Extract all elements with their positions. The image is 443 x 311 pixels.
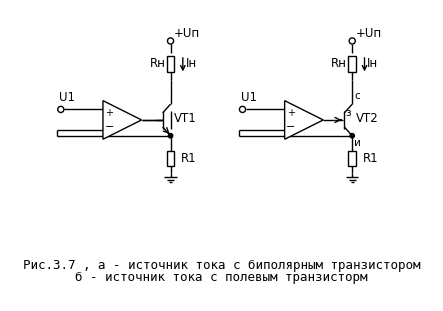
Text: +Uп: +Uп xyxy=(174,27,200,40)
Circle shape xyxy=(168,133,173,138)
Text: и: и xyxy=(354,137,361,147)
Text: Iн: Iн xyxy=(367,57,378,70)
Text: б - источник тока с полевым транзисторм: б - источник тока с полевым транзисторм xyxy=(75,272,368,285)
Text: −: − xyxy=(286,122,295,132)
Text: R1: R1 xyxy=(181,152,197,165)
Text: U1: U1 xyxy=(59,91,75,104)
Text: VT2: VT2 xyxy=(356,112,378,125)
Bar xyxy=(348,56,356,72)
Bar xyxy=(167,151,175,166)
Text: VT1: VT1 xyxy=(174,112,197,125)
Bar xyxy=(348,151,356,166)
Circle shape xyxy=(167,38,174,44)
Text: Рис.3.7 , а - источник тока с биполярным транзистором: Рис.3.7 , а - источник тока с биполярным… xyxy=(23,259,420,272)
Text: Rн: Rн xyxy=(331,57,347,70)
Circle shape xyxy=(58,106,64,113)
Text: +: + xyxy=(105,108,113,118)
Polygon shape xyxy=(103,101,142,139)
Circle shape xyxy=(239,106,245,113)
Text: Iн: Iн xyxy=(186,57,197,70)
Polygon shape xyxy=(285,101,323,139)
Circle shape xyxy=(350,133,354,138)
Bar xyxy=(167,56,175,72)
Text: Rн: Rн xyxy=(149,57,165,70)
Text: с: с xyxy=(354,91,360,101)
Text: U1: U1 xyxy=(241,91,257,104)
Text: R1: R1 xyxy=(363,152,378,165)
Text: +Uп: +Uп xyxy=(356,27,382,40)
Text: −: − xyxy=(105,122,114,132)
Circle shape xyxy=(349,38,355,44)
Text: з: з xyxy=(345,108,351,118)
Text: +: + xyxy=(287,108,295,118)
